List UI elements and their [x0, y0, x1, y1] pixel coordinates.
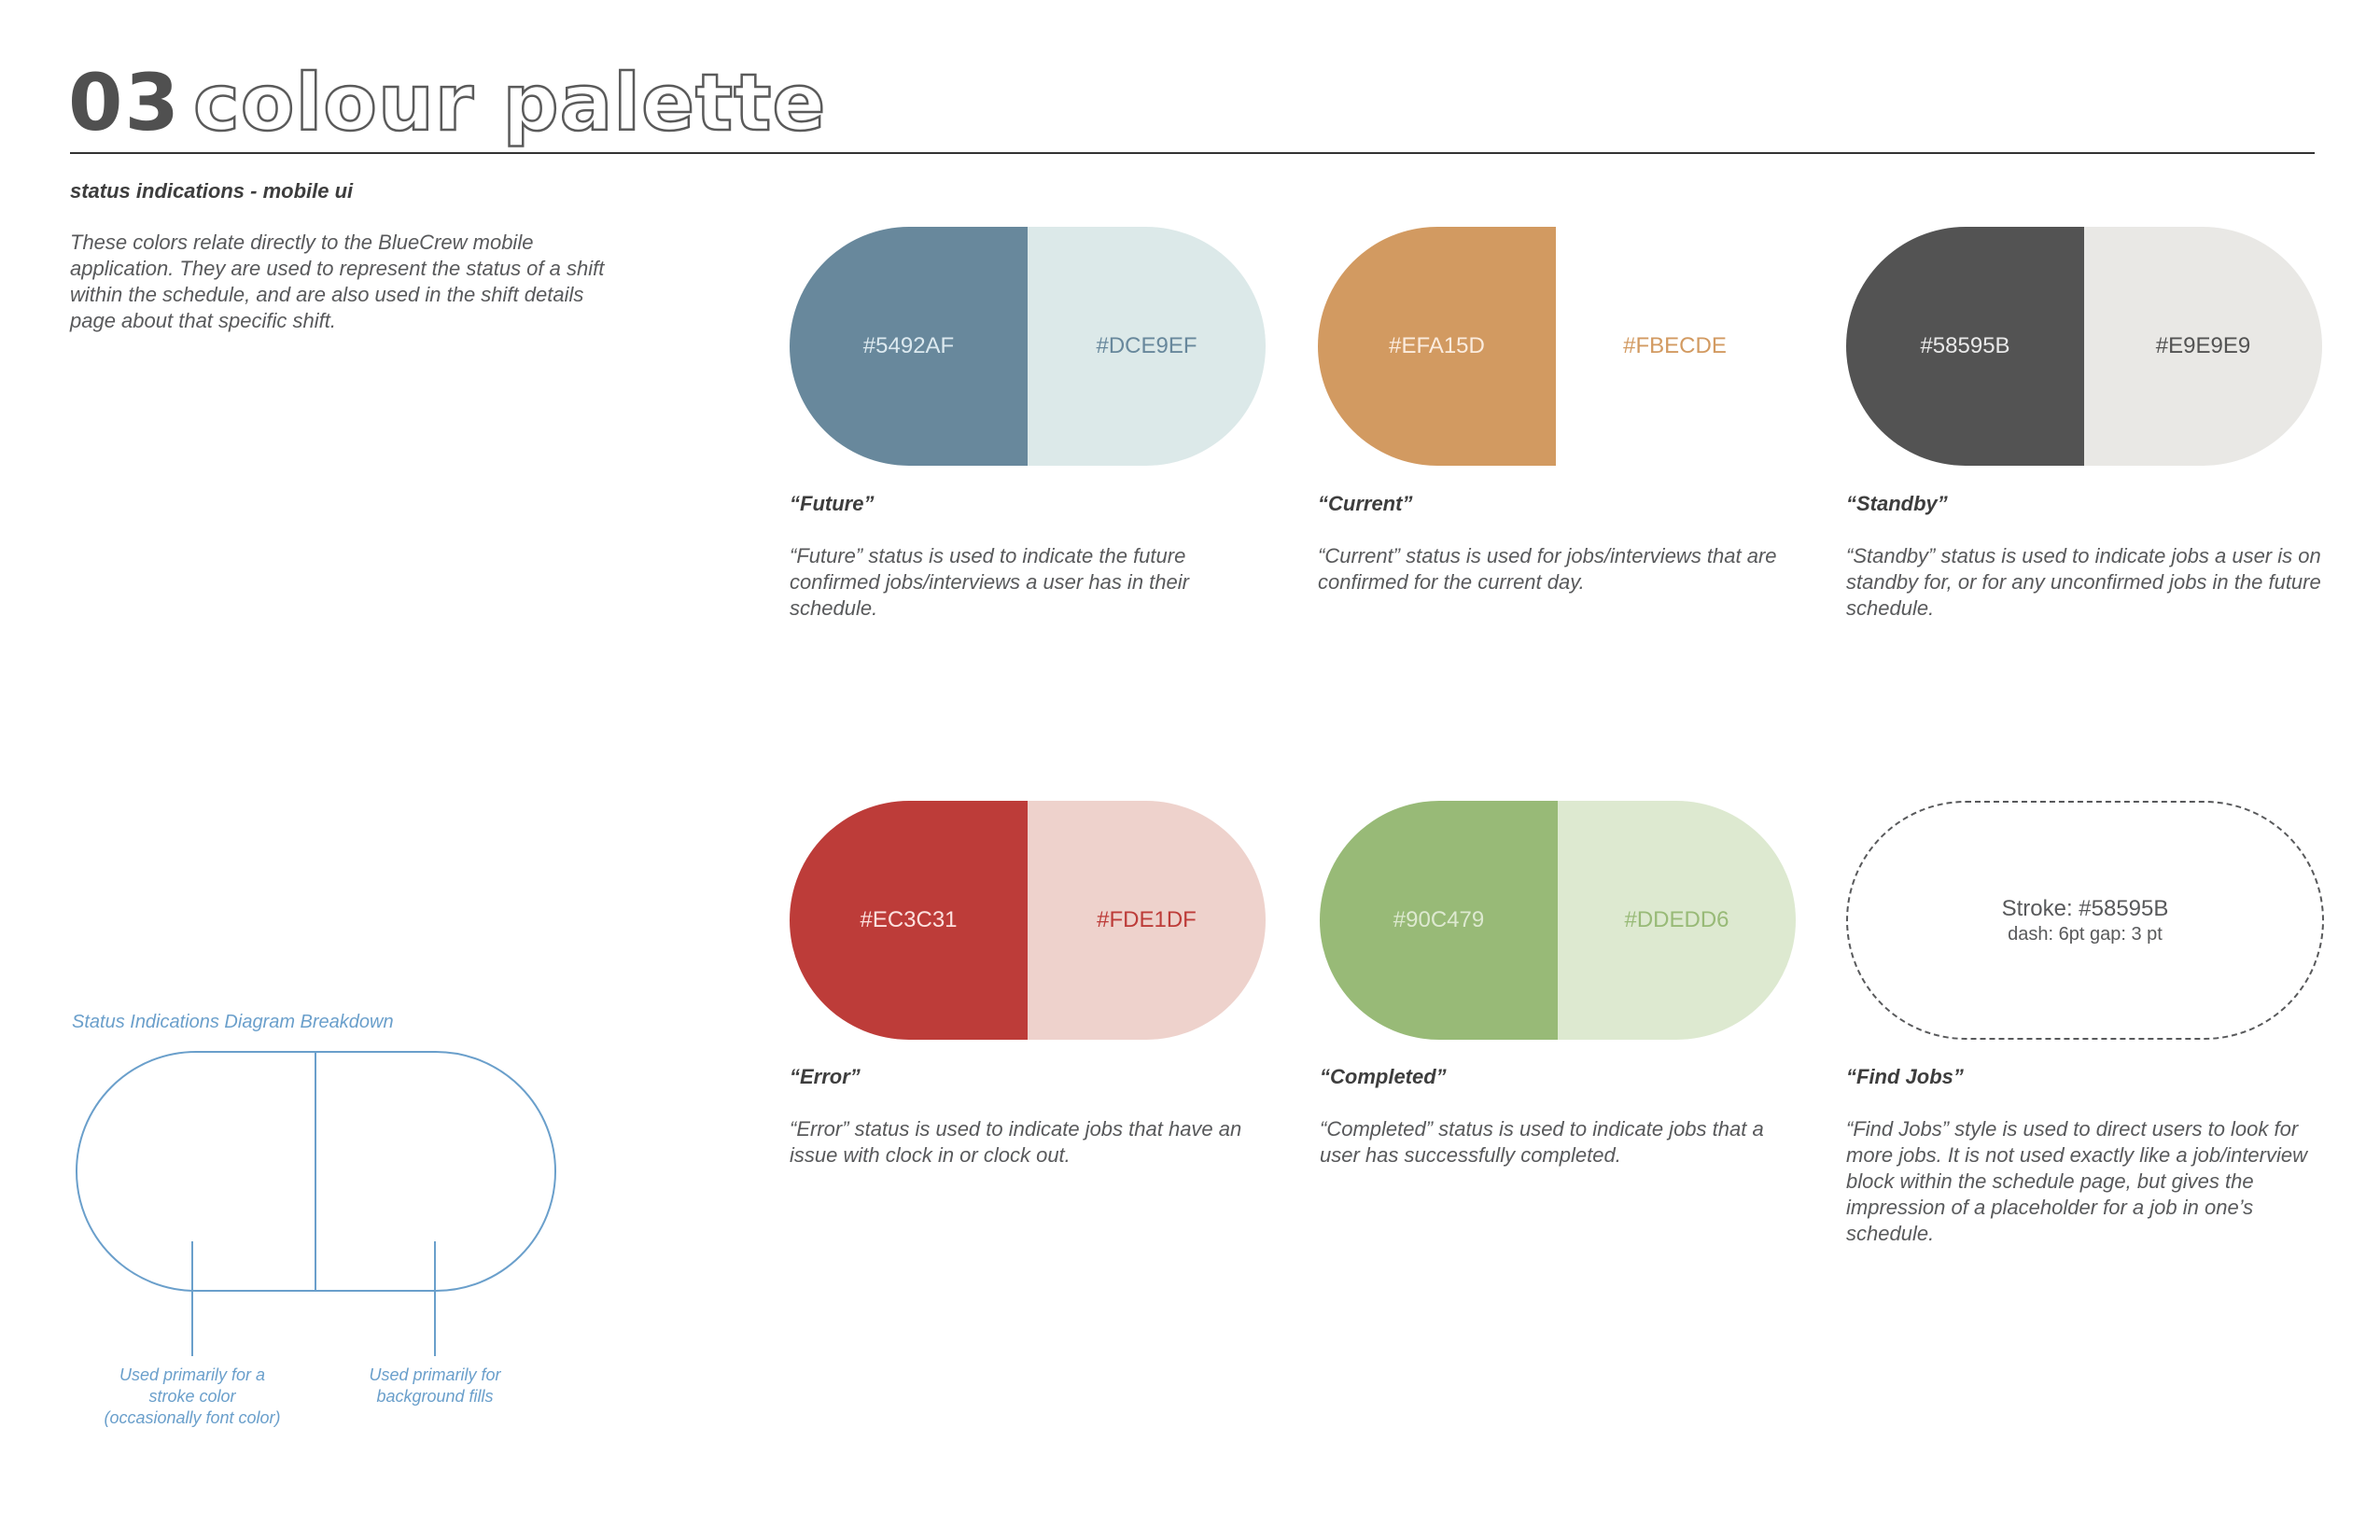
swatch-future-primary: #5492AF [790, 227, 1028, 466]
section-intro: These colors relate directly to the Blue… [70, 231, 605, 332]
status-name-error: “Error” [790, 1065, 861, 1088]
status-desc-find-jobs: “Find Jobs” style is used to direct user… [1846, 1117, 2308, 1245]
page-number: 03 [68, 57, 181, 148]
swatch-error-primary: #EC3C31 [790, 801, 1028, 1040]
swatch-standby-secondary: #E9E9E9 [2084, 227, 2322, 466]
swatch-error: #EC3C31 #FDE1DF [790, 801, 1266, 1040]
swatch-current-secondary: #FBECDE [1623, 333, 1727, 358]
diagram-title: Status Indications Diagram Breakdown [72, 1012, 394, 1032]
swatch-find-jobs: Stroke: #58595B dash: 6pt gap: 3 pt [1846, 801, 2324, 1040]
swatch-completed-secondary: #DDEDD6 [1558, 801, 1796, 1040]
swatch-completed: #90C479 #DDEDD6 [1320, 801, 1796, 1040]
status-name-current: “Current” [1318, 492, 1413, 515]
status-desc-future: “Future” status is used to indicate the … [790, 544, 1189, 620]
section-heading: status indications - mobile ui [70, 179, 354, 203]
swatch-standby-primary: #58595B [1846, 227, 2084, 466]
page-title: colour palette [192, 56, 827, 150]
diagram-breakdown [76, 1051, 556, 1356]
status-name-future: “Future” [790, 492, 875, 515]
status-desc-standby: “Standby” status is used to indicate job… [1846, 544, 2321, 620]
diagram-note-fill: Used primarily for background fills [369, 1365, 501, 1406]
swatch-error-secondary: #FDE1DF [1028, 801, 1266, 1040]
swatch-current-primary: #EFA15D [1318, 227, 1556, 466]
swatch-completed-primary: #90C479 [1320, 801, 1558, 1040]
status-name-standby: “Standby” [1846, 492, 1948, 515]
swatch-future-secondary: #DCE9EF [1028, 227, 1266, 466]
diagram-note-stroke: Used primarily for a stroke color (occas… [104, 1365, 281, 1427]
status-name-completed: “Completed” [1320, 1065, 1447, 1088]
find-jobs-stroke-label: Stroke: #58595B [2001, 895, 2169, 921]
swatch-current: #EFA15D #FBECDE [1318, 227, 1794, 466]
status-desc-completed: “Completed” status is used to indicate j… [1320, 1117, 1764, 1167]
status-desc-error: “Error” status is used to indicate jobs … [790, 1117, 1242, 1167]
swatch-future: #5492AF #DCE9EF [790, 227, 1266, 466]
find-jobs-dash-label: dash: 6pt gap: 3 pt [2008, 923, 2163, 945]
status-name-find-jobs: “Find Jobs” [1846, 1065, 1964, 1088]
status-desc-current: “Current” status is used for jobs/interv… [1318, 544, 1777, 594]
swatch-standby: #58595B #E9E9E9 [1846, 227, 2322, 466]
title-divider [70, 152, 2315, 154]
